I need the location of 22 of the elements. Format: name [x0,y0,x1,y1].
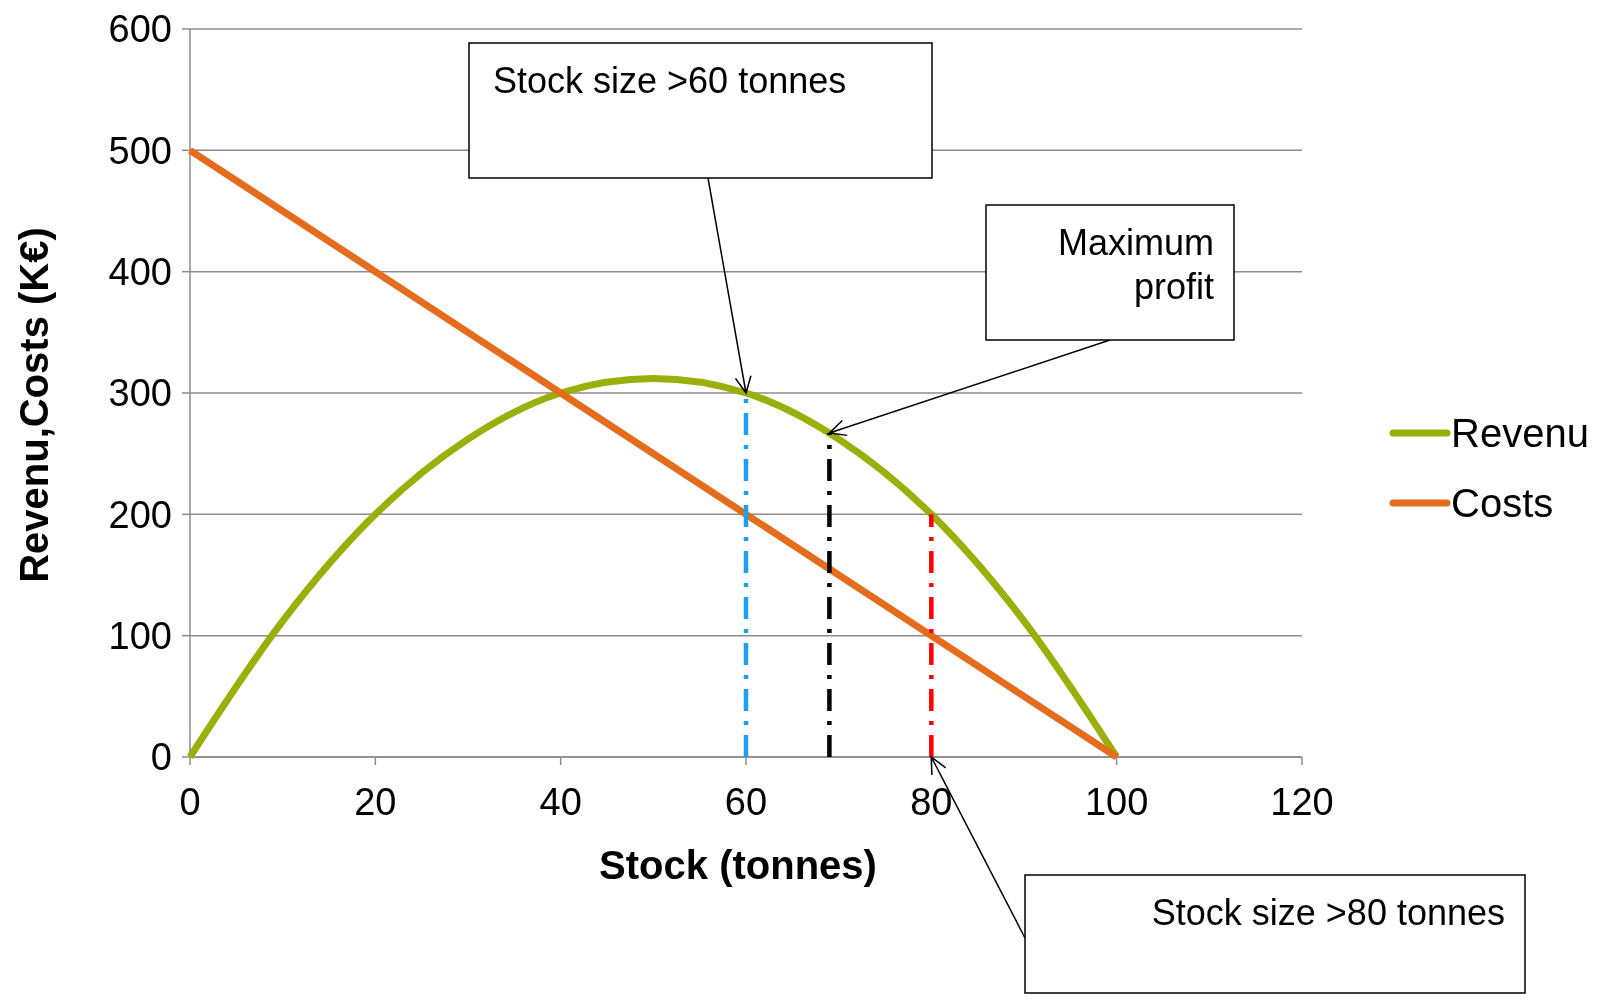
y-tick-label: 200 [108,493,172,536]
y-tick-label: 500 [108,129,172,172]
x-tick-label: 60 [724,781,768,823]
x-axis-title: Stock (tonnes) [599,843,877,887]
annotation: Maximum profit [1057,222,1214,307]
x-tick-label: 20 [354,781,397,823]
legend-label: Revenu [1451,411,1589,455]
x-tick-label: 120 [1270,781,1334,823]
y-tick-label: 100 [108,614,172,657]
y-axis-title: Revenu,Costs (K€) [12,227,56,583]
x-tick-label: 100 [1084,781,1149,823]
callout-box: Maximum profit [827,204,1235,437]
x-tick-label: 0 [179,781,201,823]
x-tick-label: 40 [539,781,582,823]
y-tick-label: 300 [108,372,172,415]
x-tick-label: 80 [910,781,953,823]
y-tick-label: 600 [108,8,172,51]
y-tick-label: 400 [108,250,172,293]
callout-box: Stock size >60 tonnes [468,42,933,395]
annotation: Stock size >60 tonnes [493,60,847,101]
y-tick-label: 0 [150,736,172,779]
legend-label: Costs [1451,481,1554,525]
